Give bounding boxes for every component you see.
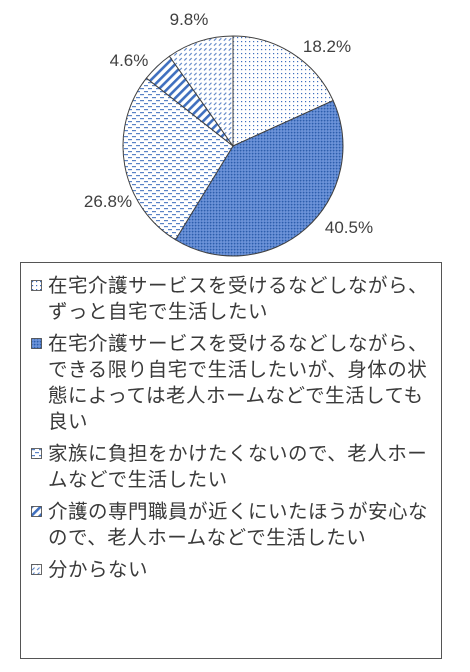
- legend-swatch-0: [31, 280, 42, 291]
- data-label-2: 26.8%: [84, 192, 132, 211]
- legend-label: 家族に負担をかけたくないので、老人ホームなどで生活したい: [48, 442, 428, 491]
- legend-item: 分からない: [31, 557, 433, 583]
- data-label-3: 4.6%: [110, 51, 149, 70]
- pie-slice-1: [174, 99, 344, 257]
- pie-slice-4: [168, 35, 234, 148]
- legend-item: 在宅介護サービスを受けるなどしながら、ずっと自宅で生活したい: [31, 273, 433, 325]
- data-label-4: 9.8%: [170, 10, 209, 29]
- data-label-1: 40.5%: [325, 218, 373, 237]
- legend-swatch-4: [31, 564, 42, 575]
- legend-swatch-1: [31, 338, 42, 349]
- legend-item: 在宅介護サービスを受けるなどしながら、できる限り自宅で生活したいが、身体の状態に…: [31, 331, 433, 435]
- legend-label: 在宅介護サービスを受けるなどしながら、ずっと自宅で生活したい: [48, 274, 429, 323]
- legend-label: 分からない: [48, 558, 149, 581]
- legend-item: 介護の専門職員が近くにいたほうが安心なので、老人ホームなどで生活したい: [31, 499, 433, 551]
- pie-chart: 18.2% 40.5% 26.8% 4.6% 9.8%: [84, 10, 373, 257]
- legend-label: 在宅介護サービスを受けるなどしながら、できる限り自宅で生活したいが、身体の状態に…: [48, 332, 429, 433]
- pie-slice-0: [232, 35, 334, 147]
- data-label-0: 18.2%: [303, 37, 351, 56]
- legend-label: 介護の専門職員が近くにいたほうが安心なので、老人ホームなどで生活したい: [48, 500, 429, 549]
- legend-item: 家族に負担をかけたくないので、老人ホームなどで生活したい: [31, 441, 433, 493]
- legend-swatch-3: [31, 506, 42, 517]
- legend-swatch-2: [31, 448, 42, 459]
- legend: 在宅介護サービスを受けるなどしながら、ずっと自宅で生活したい 在宅介護サービスを…: [20, 262, 442, 659]
- pie-slice-2: [122, 77, 234, 241]
